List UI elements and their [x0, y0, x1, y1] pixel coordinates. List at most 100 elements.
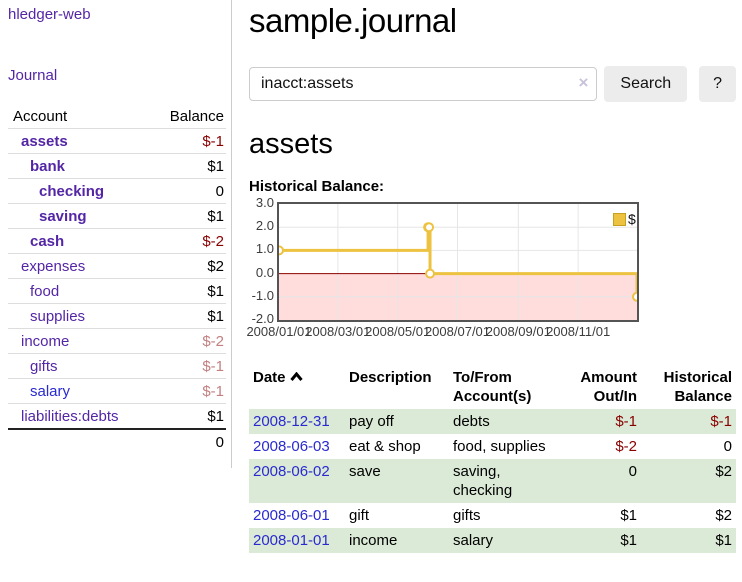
account-row: expenses $2 — [8, 254, 226, 279]
register-date-link[interactable]: 2008-12-31 — [253, 413, 330, 430]
register-row[interactable]: 2008-06-03 eat & shopfood, supplies$-20 — [249, 434, 736, 459]
y-axis-tick-label: 0.0 — [249, 265, 274, 280]
sidebar: hledger-web Journal Account Balance asse… — [0, 0, 232, 468]
register-col-date[interactable]: Date — [249, 365, 345, 409]
register-accounts: debts — [449, 409, 569, 434]
account-link[interactable]: bank — [30, 158, 65, 175]
chart-plot-area — [277, 202, 639, 322]
register-description: save — [345, 459, 449, 503]
register-description: income — [345, 528, 449, 553]
y-axis-tick-label: 1.0 — [249, 241, 274, 256]
account-balance: $-1 — [158, 379, 226, 404]
register-accounts: salary — [449, 528, 569, 553]
account-row: liabilities:debts $1 — [8, 404, 226, 430]
register-description: gift — [345, 503, 449, 528]
register-row[interactable]: 2008-06-01 giftgifts$1$2 — [249, 503, 736, 528]
account-link[interactable]: cash — [30, 233, 64, 250]
accounts-col-account: Account — [8, 104, 158, 129]
legend-label: $ — [628, 211, 636, 227]
register-header-row: Date Description To/From Account(s) Amou… — [249, 365, 736, 409]
accounts-total-value: 0 — [158, 429, 226, 454]
register-date-link[interactable]: 2008-06-03 — [253, 438, 330, 455]
account-row: checking 0 — [8, 179, 226, 204]
search-input[interactable] — [249, 67, 597, 101]
search-form: × Search ? — [249, 66, 736, 102]
account-link[interactable]: food — [30, 283, 59, 300]
account-balance: $1 — [158, 204, 226, 229]
register-table: Date Description To/From Account(s) Amou… — [249, 365, 736, 553]
register-row[interactable]: 2008-06-02 savesaving, checking0$2 — [249, 459, 736, 503]
account-link[interactable]: saving — [39, 208, 87, 225]
account-row: gifts $-1 — [8, 354, 226, 379]
register-date-link[interactable]: 2008-01-01 — [253, 532, 330, 549]
account-balance: $-2 — [158, 329, 226, 354]
main-content: sample.journal × Search ? assets Histori… — [249, 0, 736, 553]
register-balance: 0 — [641, 434, 736, 459]
accounts-total-row: 0 — [8, 429, 226, 454]
register-col-accounts[interactable]: To/From Account(s) — [449, 365, 569, 409]
register-amount: $1 — [569, 503, 641, 528]
account-row: food $1 — [8, 279, 226, 304]
account-row: income $-2 — [8, 329, 226, 354]
account-balance: $1 — [158, 304, 226, 329]
account-link[interactable]: assets — [21, 133, 68, 150]
register-amount: $-1 — [569, 409, 641, 434]
register-row[interactable]: 2008-12-31pay offdebts$-1$-1 — [249, 409, 736, 434]
account-row: bank $1 — [8, 154, 226, 179]
register-col-balance[interactable]: Historical Balance — [641, 365, 736, 409]
chart-legend: $ — [613, 211, 636, 227]
register-description: pay off — [345, 409, 449, 434]
accounts-col-balance: Balance — [158, 104, 226, 129]
register-description: eat & shop — [345, 434, 449, 459]
account-heading: assets — [249, 127, 736, 161]
y-axis-tick-label: -1.0 — [249, 288, 274, 303]
y-axis-tick-label: 3.0 — [249, 195, 274, 210]
register-col-amount[interactable]: Amount Out/In — [569, 365, 641, 409]
account-link[interactable]: salary — [30, 383, 70, 400]
register-accounts: gifts — [449, 503, 569, 528]
clear-search-icon[interactable]: × — [578, 73, 588, 93]
account-link[interactable]: liabilities:debts — [21, 408, 119, 425]
register-accounts: food, supplies — [449, 434, 569, 459]
register-balance: $2 — [641, 503, 736, 528]
register-amount: $1 — [569, 528, 641, 553]
account-balance: $1 — [158, 404, 226, 430]
account-link[interactable]: supplies — [30, 308, 85, 325]
account-balance: $-1 — [158, 354, 226, 379]
register-balance: $1 — [641, 528, 736, 553]
y-axis-tick-label: 2.0 — [249, 218, 274, 233]
app-title-link[interactable]: hledger-web — [8, 6, 91, 23]
account-balance: $1 — [158, 279, 226, 304]
register-amount: $-2 — [569, 434, 641, 459]
account-balance: $1 — [158, 154, 226, 179]
register-row[interactable]: 2008-01-01incomesalary$1$1 — [249, 528, 736, 553]
accounts-table: Account Balance assets$-1bank$1checking0… — [8, 104, 226, 454]
account-balance: $-2 — [158, 229, 226, 254]
register-accounts: saving, checking — [449, 459, 569, 503]
account-link[interactable]: expenses — [21, 258, 85, 275]
account-link[interactable]: income — [21, 333, 69, 350]
help-button[interactable]: ? — [699, 66, 736, 102]
search-button[interactable]: Search — [604, 66, 687, 102]
register-col-description[interactable]: Description — [345, 365, 449, 409]
account-row: saving $1 — [8, 204, 226, 229]
account-balance: $2 — [158, 254, 226, 279]
register-date-link[interactable]: 2008-06-02 — [253, 463, 330, 480]
account-row: cash $-2 — [8, 229, 226, 254]
page-title: sample.journal — [249, 0, 736, 42]
register-amount: 0 — [569, 459, 641, 503]
register-balance: $2 — [641, 459, 736, 503]
sidebar-item-journal[interactable]: Journal — [8, 67, 57, 84]
historical-balance-chart: 3.02.01.00.0-1.0-2.0 2008/01/012008/03/0… — [249, 202, 736, 344]
x-axis-tick-label: 2008/11/01 — [538, 324, 618, 339]
register-date-link[interactable]: 2008-06-01 — [253, 507, 330, 524]
account-row: assets$-1 — [8, 129, 226, 154]
legend-swatch-icon — [613, 213, 626, 226]
account-row: supplies $1 — [8, 304, 226, 329]
sort-ascending-icon — [290, 368, 303, 387]
account-link[interactable]: checking — [39, 183, 104, 200]
chart-title: Historical Balance: — [249, 178, 736, 195]
account-link[interactable]: gifts — [30, 358, 58, 375]
account-row: salary $-1 — [8, 379, 226, 404]
account-balance: 0 — [158, 179, 226, 204]
